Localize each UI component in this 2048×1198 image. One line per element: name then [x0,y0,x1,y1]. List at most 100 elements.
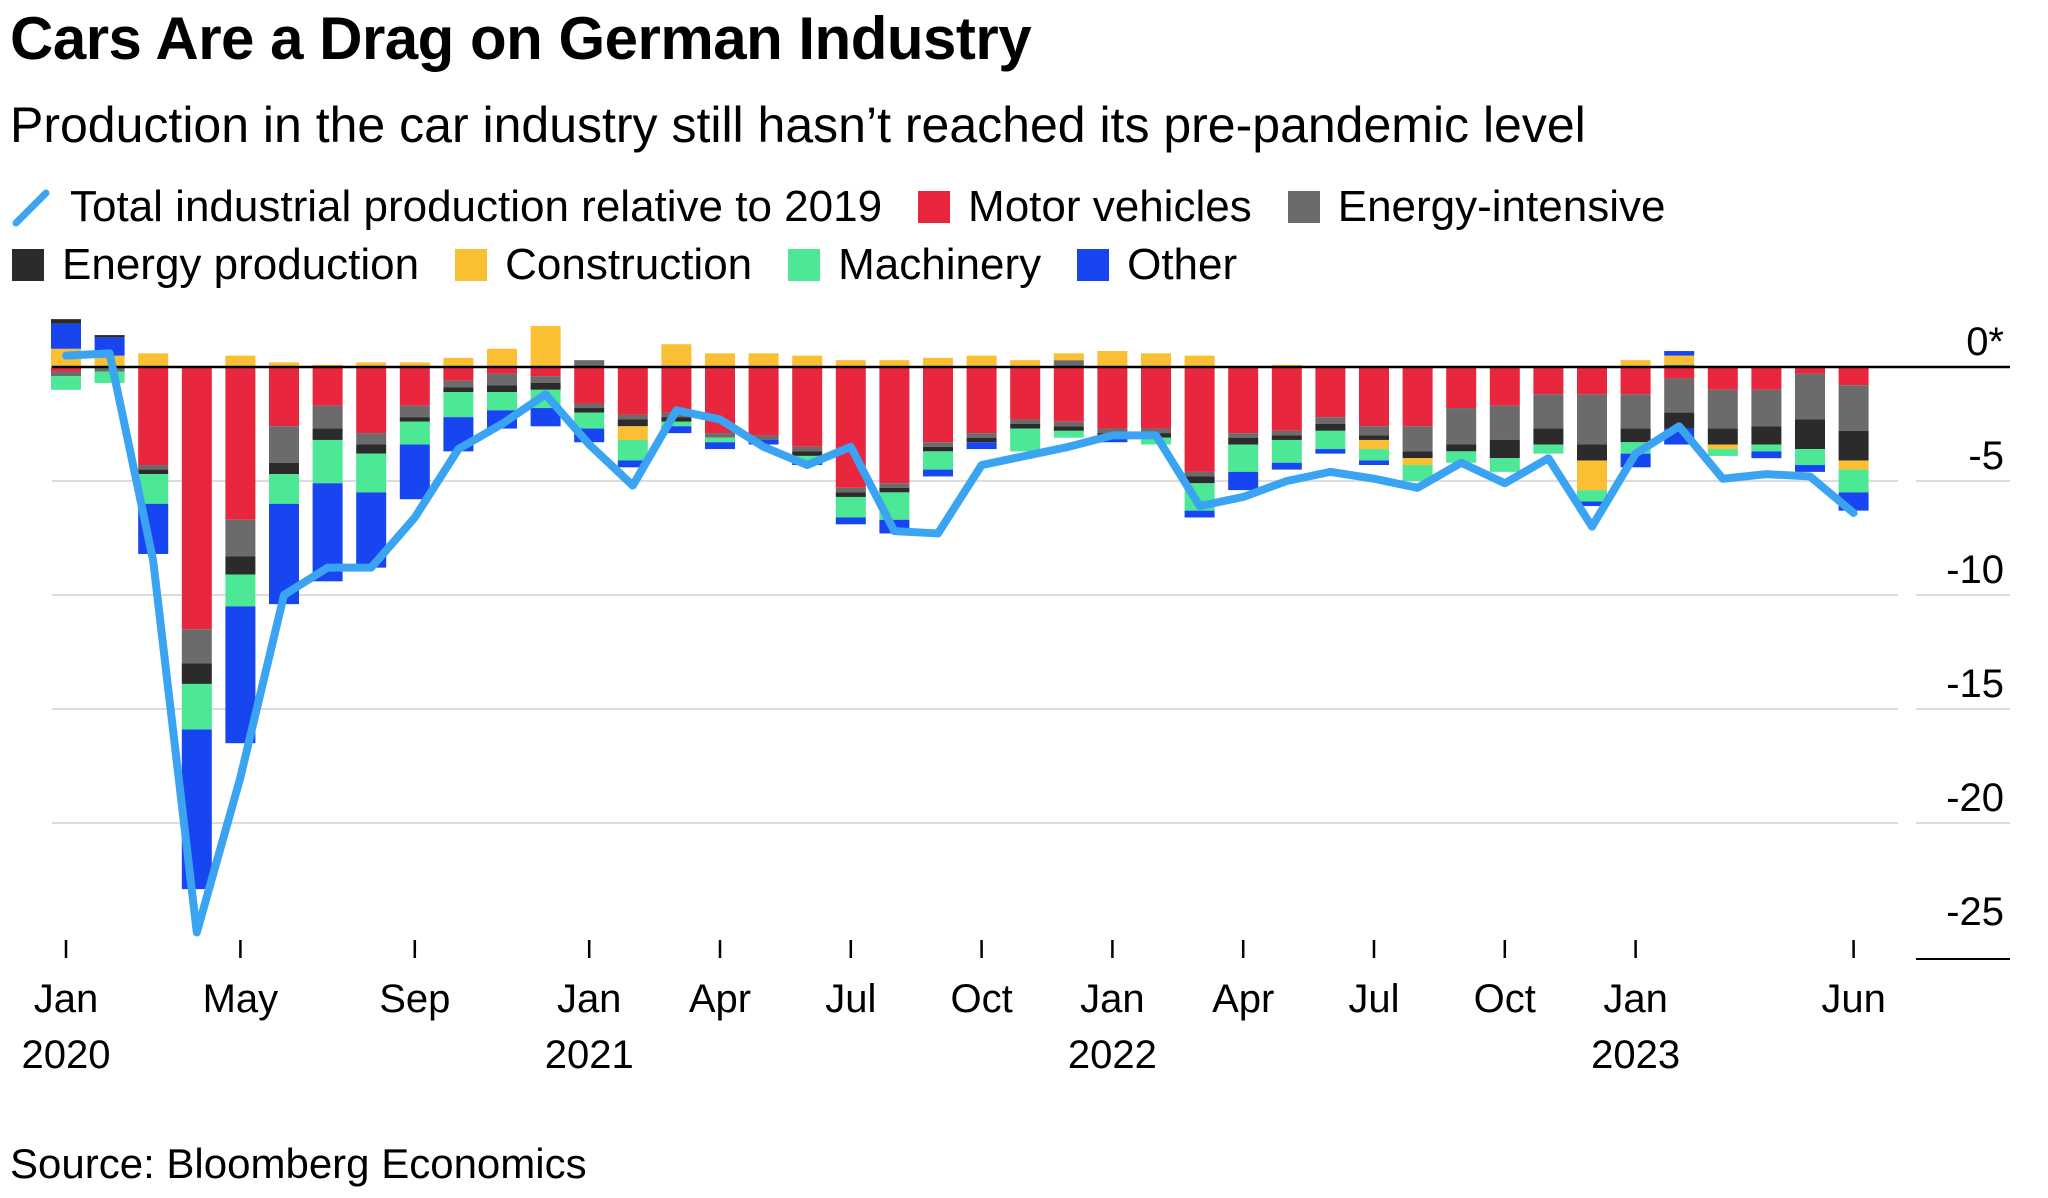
bar-segment [617,419,648,427]
bar-segment [1053,367,1084,422]
bar-segment-positive [399,362,430,367]
bar-segment [1838,385,1869,431]
bar-segment [1271,439,1302,463]
bar-segment [1315,424,1346,431]
y-tick-label: -25 [1946,890,2004,934]
bar-segment [1228,367,1259,434]
bar-segment [399,417,430,422]
swatch-other [1077,249,1110,281]
bar-segment [1751,444,1782,452]
swatch-construction [455,249,488,281]
bar-segment [1402,426,1433,452]
bar-segment-positive [748,353,779,367]
bar-segment [1577,501,1607,507]
bar-segment [923,446,953,452]
bar-segment [443,380,474,388]
bar-segment [1359,367,1389,427]
bar-segment [225,556,256,575]
bar-segment [966,442,997,450]
bar-segment-positive [1141,353,1171,367]
bar-segment [225,367,256,520]
bar-segment [574,412,605,429]
bar-segment-positive [225,355,256,367]
bar-segment [835,487,866,493]
bar-segment [1707,428,1738,445]
bar-segment [1795,465,1825,472]
bar-segment [181,629,212,664]
bar-segment [138,465,169,470]
bar-segment [748,435,779,440]
bar-segment [1271,430,1302,436]
x-tick-label-month: Oct [950,977,1012,1021]
bar-segment [1795,373,1825,420]
bar-segment [792,451,823,456]
bar-segment [1707,449,1738,456]
bar-segment [966,367,997,434]
bar-segment [1838,469,1869,493]
x-tick-label-month: Jan [1080,977,1145,1021]
bar-segment [487,373,517,386]
bar-segment [705,437,735,443]
swatch-motor-vehicles [918,191,951,223]
x-tick-label-month: May [203,977,279,1021]
bar-segment [1795,367,1825,374]
bar-segment [1141,367,1171,429]
bar-segment [530,367,561,377]
bar-segment [1751,451,1782,459]
x-tick-label-year: 2023 [1591,1033,1680,1077]
bar-segment [443,367,474,381]
bar-segment [617,439,648,461]
bar-segment [1228,433,1259,438]
bar-segment [269,462,299,475]
bar-segment [1010,424,1041,429]
bar-segment [923,367,953,443]
bar-segment [1446,367,1477,409]
x-tick-label-month: Jul [1348,977,1399,1021]
bar-segment [966,437,997,443]
bar-segment-positive [1620,360,1651,367]
bar-segment [399,421,430,445]
bar-segment [1053,426,1084,431]
line-swatch-icon [12,189,50,227]
bar-segment [1053,421,1084,427]
bar-segment [1097,437,1128,443]
bar-segment [792,455,823,461]
bar-segment-positive [1097,351,1128,367]
bar-segment [1402,367,1433,427]
bar-segment [530,408,561,427]
bar-segment [879,367,910,484]
legend-row-2: Energy production Construction Machinery… [12,236,1912,294]
legend-label-motor-vehicles: Motor vehicles [968,182,1252,231]
bar-segment [1489,439,1520,459]
bar-segment-positive [1053,360,1084,367]
bar-segment [1315,449,1346,454]
bar-segment-positive [356,362,387,367]
bar-segment [1053,430,1084,438]
bar-segment [1620,367,1651,395]
legend-label-energy-intensive: Energy-intensive [1337,182,1666,231]
bar-segment [1402,465,1433,481]
bar-segment [923,469,953,477]
bar-segment [1489,367,1520,406]
bar-segment [1315,417,1346,424]
bar-segment [1707,389,1738,429]
bar-segment [356,453,387,493]
bar-segment [1664,367,1695,379]
bar-segment [1097,367,1128,429]
bar-segment-positive [94,335,125,338]
bar-segment-positive [443,357,474,367]
bar-segment [705,442,735,450]
bar-segment [1707,367,1738,390]
bar-segment-positive [269,362,299,367]
bar-segment [443,392,474,418]
legend-label-construction: Construction [505,240,753,289]
legend-row-1: Total industrial production relative to … [12,178,1912,236]
bar-segment [1838,430,1869,461]
bar-segment [1446,444,1477,452]
bar-segment [1010,428,1041,452]
swatch-energy-intensive [1287,191,1320,223]
bar-segment [94,371,125,383]
bar-segment [923,442,953,447]
bar-segment [356,444,387,454]
bar-segment [617,414,648,420]
